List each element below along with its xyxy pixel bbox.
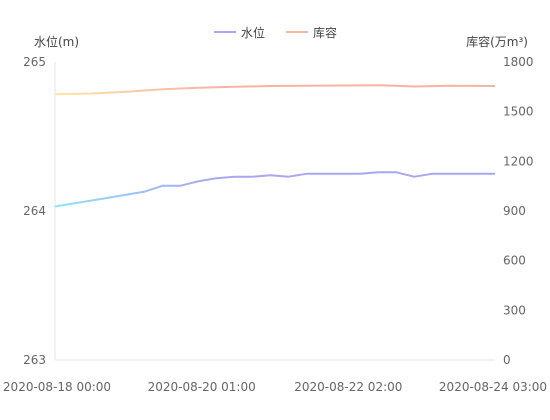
legend: 水位 库容 <box>214 25 337 40</box>
x-tick-label: 2020-08-20 01:00 <box>148 380 256 394</box>
series-line-storage <box>54 84 496 96</box>
y-right-axis-title: 库容(万m³) <box>466 34 528 49</box>
y-right-tick-label: 0 <box>503 353 511 367</box>
x-tick-label: 2020-08-18 00:00 <box>3 380 111 394</box>
legend-item-storage[interactable]: 库容 <box>286 25 337 40</box>
y-left-tick-label: 265 <box>23 55 46 69</box>
y-right-tick-label: 300 <box>503 303 526 317</box>
y-right-tick-label: 1500 <box>503 105 534 119</box>
series-line-water-level <box>54 171 495 208</box>
legend-label-water-level: 水位 <box>241 25 265 40</box>
y-right-tick-label: 900 <box>503 204 526 218</box>
y-left-axis-title: 水位(m) <box>34 34 79 49</box>
y-right-tick-label: 1200 <box>503 154 534 168</box>
legend-label-storage: 库容 <box>313 25 337 40</box>
y-right-tick-labels: 0 300 600 900 1200 1500 1800 <box>503 55 534 367</box>
y-left-tick-label: 263 <box>23 353 46 367</box>
y-right-tick-label: 600 <box>503 254 526 268</box>
y-left-tick-labels: 263 264 265 <box>23 55 46 367</box>
legend-item-water-level[interactable]: 水位 <box>214 25 265 40</box>
y-right-tick-label: 1800 <box>503 55 534 69</box>
x-tick-label: 2020-08-22 02:00 <box>294 380 402 394</box>
y-left-tick-label: 264 <box>23 204 46 218</box>
x-tick-labels: 2020-08-18 00:00 2020-08-20 01:00 2020-08-… <box>3 380 547 394</box>
x-tick-label: 2020-08-24 03:00 <box>439 380 547 394</box>
